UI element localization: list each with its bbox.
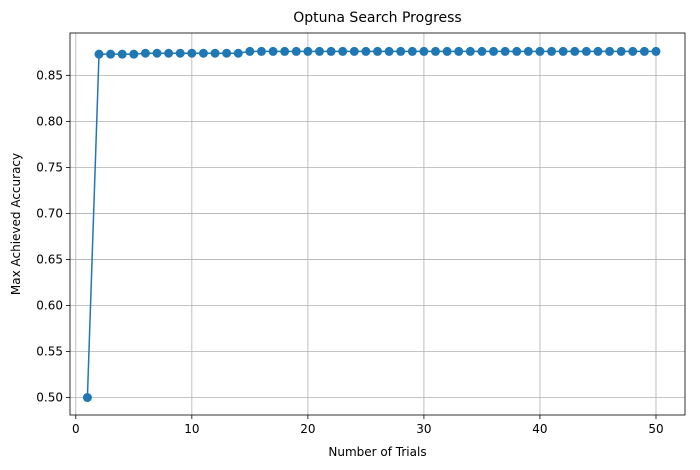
data-point (245, 46, 255, 56)
data-point (419, 46, 429, 56)
data-point (442, 46, 452, 56)
data-point (523, 46, 533, 56)
data-point (628, 46, 638, 56)
data-point (512, 46, 522, 56)
data-point (570, 46, 580, 56)
data-point (164, 48, 174, 58)
data-point (558, 46, 568, 56)
series-layer (82, 46, 661, 403)
x-axis-ticks: 0 10 20 30 40 50 (72, 415, 664, 436)
data-point (129, 49, 139, 59)
y-tick-label: 0.70 (36, 206, 63, 220)
data-point (106, 49, 116, 59)
y-tick-label: 0.75 (36, 160, 63, 174)
data-point (407, 46, 417, 56)
y-tick-label: 0.80 (36, 114, 63, 128)
x-tick-label: 0 (72, 422, 80, 436)
data-point (256, 46, 266, 56)
data-point (639, 46, 649, 56)
x-tick-label: 50 (648, 422, 663, 436)
data-point (477, 46, 487, 56)
data-point (94, 49, 104, 59)
data-point (581, 46, 591, 56)
data-point (280, 46, 290, 56)
data-point (500, 46, 510, 56)
data-point (291, 46, 301, 56)
data-point (175, 48, 185, 58)
data-point (152, 48, 162, 58)
data-point (373, 46, 382, 56)
data-point (187, 48, 197, 58)
data-point (605, 46, 615, 56)
data-point (338, 46, 348, 56)
plot-frame (69, 32, 686, 416)
y-tick-label: 0.50 (36, 391, 63, 405)
data-point (361, 46, 371, 56)
data-point (465, 46, 475, 56)
data-point (431, 46, 441, 56)
data-point (349, 46, 359, 56)
y-tick-label: 0.85 (36, 68, 63, 82)
data-point (616, 46, 626, 56)
data-point (140, 48, 150, 58)
y-axis-label: Max Achieved Accuracy (9, 153, 23, 295)
data-point (82, 393, 92, 403)
y-tick-label: 0.60 (36, 298, 63, 312)
y-tick-label: 0.65 (36, 252, 63, 266)
y-tick-label: 0.55 (36, 344, 63, 358)
x-tick-label: 10 (184, 422, 199, 436)
data-point (117, 49, 127, 59)
x-axis-label: Number of Trials (328, 445, 426, 459)
data-point (489, 46, 499, 56)
data-point (396, 46, 406, 56)
data-point (198, 48, 208, 58)
grid (70, 33, 685, 415)
data-point (384, 46, 394, 56)
data-point (233, 48, 243, 58)
y-axis-ticks: 0.50 0.55 0.60 0.65 0.70 0.75 0.80 0.85 (36, 68, 70, 405)
data-point (314, 46, 324, 56)
chart-title: Optuna Search Progress (293, 10, 461, 26)
data-point (303, 46, 313, 56)
data-point (535, 46, 545, 56)
data-point (593, 46, 603, 56)
data-point (651, 46, 661, 56)
x-tick-label: 30 (416, 422, 431, 436)
data-point (454, 46, 464, 56)
data-point (222, 48, 232, 58)
data-point (326, 46, 336, 56)
data-point (210, 48, 220, 58)
x-tick-label: 40 (532, 422, 547, 436)
x-tick-label: 20 (300, 422, 315, 436)
data-point (547, 46, 557, 56)
data-point (268, 46, 278, 56)
